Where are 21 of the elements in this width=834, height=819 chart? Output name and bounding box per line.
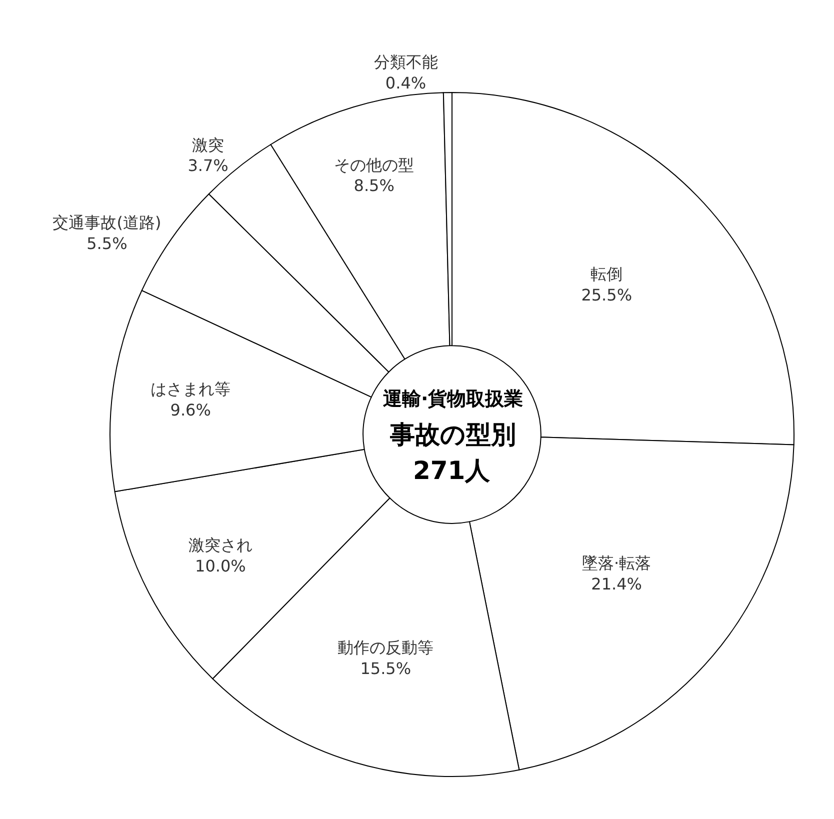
data-label: 9.6%	[170, 400, 211, 420]
slice-label: 激突され	[188, 536, 252, 555]
data-label: 15.5%	[360, 658, 412, 678]
text: 271人	[413, 456, 492, 485]
data-label: 5.5%	[86, 234, 128, 253]
slice-label: 交通事故(道路)	[52, 212, 162, 232]
slice-label: 墜落·転落	[582, 554, 652, 573]
data-label: 8.5%	[354, 176, 394, 196]
slice-label: はさまれ等	[150, 380, 231, 399]
slice-label: 激突	[192, 135, 224, 154]
slice-label: その他の型	[334, 155, 414, 174]
data-label: 3.7%	[188, 156, 228, 176]
data-label: 21.4%	[591, 574, 642, 594]
data-label: 25.5%	[581, 285, 632, 304]
text: 事故の型別	[389, 420, 516, 449]
data-label: 10.0%	[195, 556, 246, 576]
slice-label: 動作の反動等	[338, 638, 434, 657]
data-label: 0.4%	[385, 74, 426, 93]
text: 運輸·貨物取扱業	[382, 388, 524, 410]
slice-label: 分類不能	[374, 52, 438, 72]
slice-label: 転倒	[590, 264, 623, 284]
